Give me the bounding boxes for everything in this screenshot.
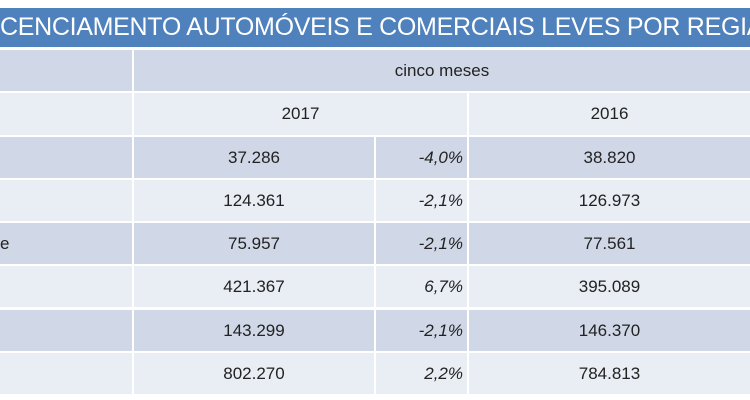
- table-title: CENCIAMENTO AUTOMÓVEIS E COMERCIAIS LEVE…: [0, 8, 750, 47]
- header-empty-cell: [0, 93, 132, 135]
- value-2016-cell: 146.370: [469, 310, 750, 351]
- region-cell: [0, 180, 132, 221]
- change-cell: -2,1%: [376, 223, 467, 264]
- value-2017-cell: 124.361: [134, 180, 374, 221]
- value-2017-cell: 421.367: [134, 266, 374, 307]
- value-2016-cell: 38.820: [469, 137, 750, 178]
- change-cell: -2,1%: [376, 180, 467, 221]
- value-2016-cell: 395.089: [469, 266, 750, 307]
- region-cell: [0, 137, 132, 178]
- value-2017-cell: 143.299: [134, 310, 374, 351]
- value-2017-cell: 75.957: [134, 223, 374, 264]
- value-2016-cell: 126.973: [469, 180, 750, 221]
- region-cell: [0, 266, 132, 307]
- change-cell: -2,1%: [376, 310, 467, 351]
- change-cell: -4,0%: [376, 137, 467, 178]
- region-cell: [0, 353, 132, 394]
- header-2017: 2017: [134, 93, 467, 135]
- value-2017-cell: 802.270: [134, 353, 374, 394]
- value-2017-cell: 37.286: [134, 137, 374, 178]
- header-period: cinco meses: [134, 50, 750, 91]
- header-empty-cell: [0, 50, 132, 91]
- change-cell: 6,7%: [376, 266, 467, 307]
- value-2016-cell: 784.813: [469, 353, 750, 394]
- region-cell: [0, 310, 132, 351]
- region-cell: e: [0, 223, 132, 264]
- value-2016-cell: 77.561: [469, 223, 750, 264]
- change-cell: 2,2%: [376, 353, 467, 394]
- header-2016: 2016: [469, 93, 750, 135]
